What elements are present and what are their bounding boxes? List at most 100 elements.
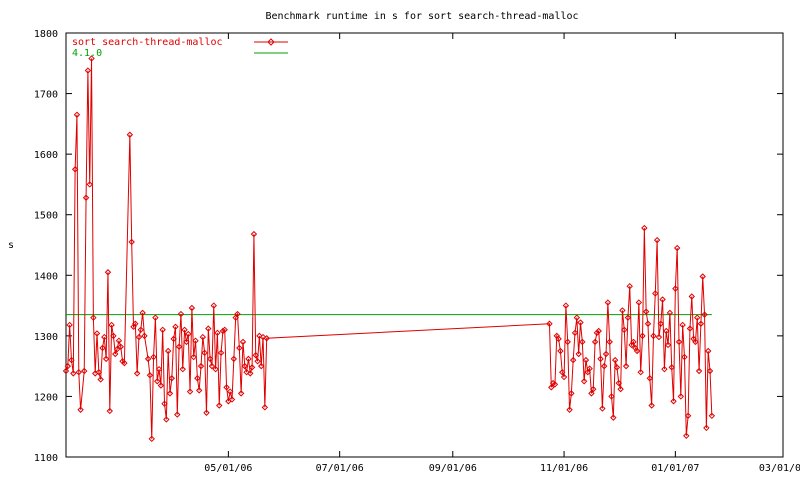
data-point xyxy=(586,365,593,372)
chart-title: Benchmark runtime in s for sort search-t… xyxy=(265,11,578,22)
data-point xyxy=(635,299,643,306)
data-point xyxy=(664,341,672,349)
data-point xyxy=(641,224,648,232)
data-point xyxy=(239,338,247,346)
data-point xyxy=(650,332,657,340)
x-tick-label: 07/01/06 xyxy=(316,463,364,474)
data-point xyxy=(206,355,214,363)
data-point xyxy=(708,412,716,420)
data-point xyxy=(126,131,134,138)
data-point xyxy=(619,307,626,314)
data-point xyxy=(84,67,92,74)
data-point xyxy=(139,309,146,317)
data-point xyxy=(117,343,124,350)
data-point xyxy=(626,282,633,290)
data-point xyxy=(159,326,166,334)
data-point xyxy=(703,424,710,432)
data-point xyxy=(566,406,573,413)
data-point xyxy=(70,370,77,377)
data-point xyxy=(161,400,168,407)
data-point xyxy=(653,236,661,244)
data-point xyxy=(104,269,112,276)
y-axis-label: s xyxy=(8,240,14,251)
data-point xyxy=(261,404,269,411)
data-point xyxy=(560,373,568,381)
data-point xyxy=(577,319,584,326)
data-point xyxy=(172,323,179,330)
data-point xyxy=(214,329,221,337)
data-point xyxy=(197,362,205,370)
data-point xyxy=(110,332,117,340)
data-point xyxy=(245,355,252,363)
data-point xyxy=(637,368,644,376)
data-point xyxy=(137,326,145,334)
data-point xyxy=(144,355,152,363)
data-point xyxy=(697,320,705,327)
x-tick-label: 01/01/07 xyxy=(651,463,699,474)
x-axis: 05/01/06 07/01/06 09/01/06 11/01/06 01/01/07… xyxy=(204,33,800,474)
data-point xyxy=(593,329,601,337)
data-point xyxy=(622,362,630,370)
data-point xyxy=(66,321,73,329)
x-tick-label: 03/01/07 xyxy=(759,463,800,474)
series-line-sort-search-thread-malloc xyxy=(65,58,713,439)
data-point xyxy=(582,356,590,364)
y-tick-label: 1400 xyxy=(34,271,58,282)
data-point xyxy=(186,388,194,395)
data-point xyxy=(615,379,623,387)
data-point xyxy=(237,390,245,397)
data-point xyxy=(644,320,652,327)
data-point xyxy=(704,347,712,355)
x-tick-label: 11/01/06 xyxy=(540,463,588,474)
data-point xyxy=(588,390,595,397)
data-point xyxy=(203,409,210,416)
data-point xyxy=(188,304,196,312)
legend-marker-sort-search-thread-malloc xyxy=(267,38,275,46)
data-point xyxy=(221,326,228,334)
data-point xyxy=(546,320,553,327)
data-point xyxy=(181,326,188,334)
data-point xyxy=(219,327,227,335)
data-point xyxy=(699,273,706,280)
data-point xyxy=(163,416,170,423)
data-point xyxy=(657,320,664,327)
data-point xyxy=(591,338,599,346)
data-point xyxy=(579,338,586,346)
data-point xyxy=(252,352,259,359)
data-point xyxy=(148,435,155,443)
data-point xyxy=(555,335,562,343)
data-point xyxy=(602,350,610,358)
data-point xyxy=(174,411,181,418)
data-point xyxy=(692,338,699,346)
data-point xyxy=(112,350,119,358)
data-point xyxy=(590,385,597,393)
data-point xyxy=(199,333,207,341)
data-point xyxy=(673,244,681,252)
data-point xyxy=(672,285,679,292)
data-point xyxy=(686,325,694,332)
data-point xyxy=(250,230,258,238)
data-point xyxy=(152,314,159,321)
legend-label-sort-search-thread-malloc: sort search-thread-malloc xyxy=(72,37,223,48)
data-point xyxy=(113,345,121,353)
data-point xyxy=(168,375,176,382)
legend-label-4-1-0: 4.1.0 xyxy=(72,48,102,59)
data-point xyxy=(201,349,208,357)
data-point xyxy=(99,344,106,352)
data-point xyxy=(179,365,186,373)
data-point xyxy=(548,384,555,391)
data-point xyxy=(659,296,666,303)
data-point xyxy=(677,393,685,400)
data-point xyxy=(121,359,128,367)
data-point xyxy=(230,355,238,363)
data-point xyxy=(243,368,250,376)
data-point xyxy=(621,326,628,334)
data-point xyxy=(64,362,72,370)
y-tick-label: 1600 xyxy=(34,150,58,161)
data-point xyxy=(97,376,104,383)
data-point xyxy=(633,347,641,355)
data-point xyxy=(573,314,581,321)
data-point xyxy=(86,181,93,188)
data-point xyxy=(90,314,97,321)
